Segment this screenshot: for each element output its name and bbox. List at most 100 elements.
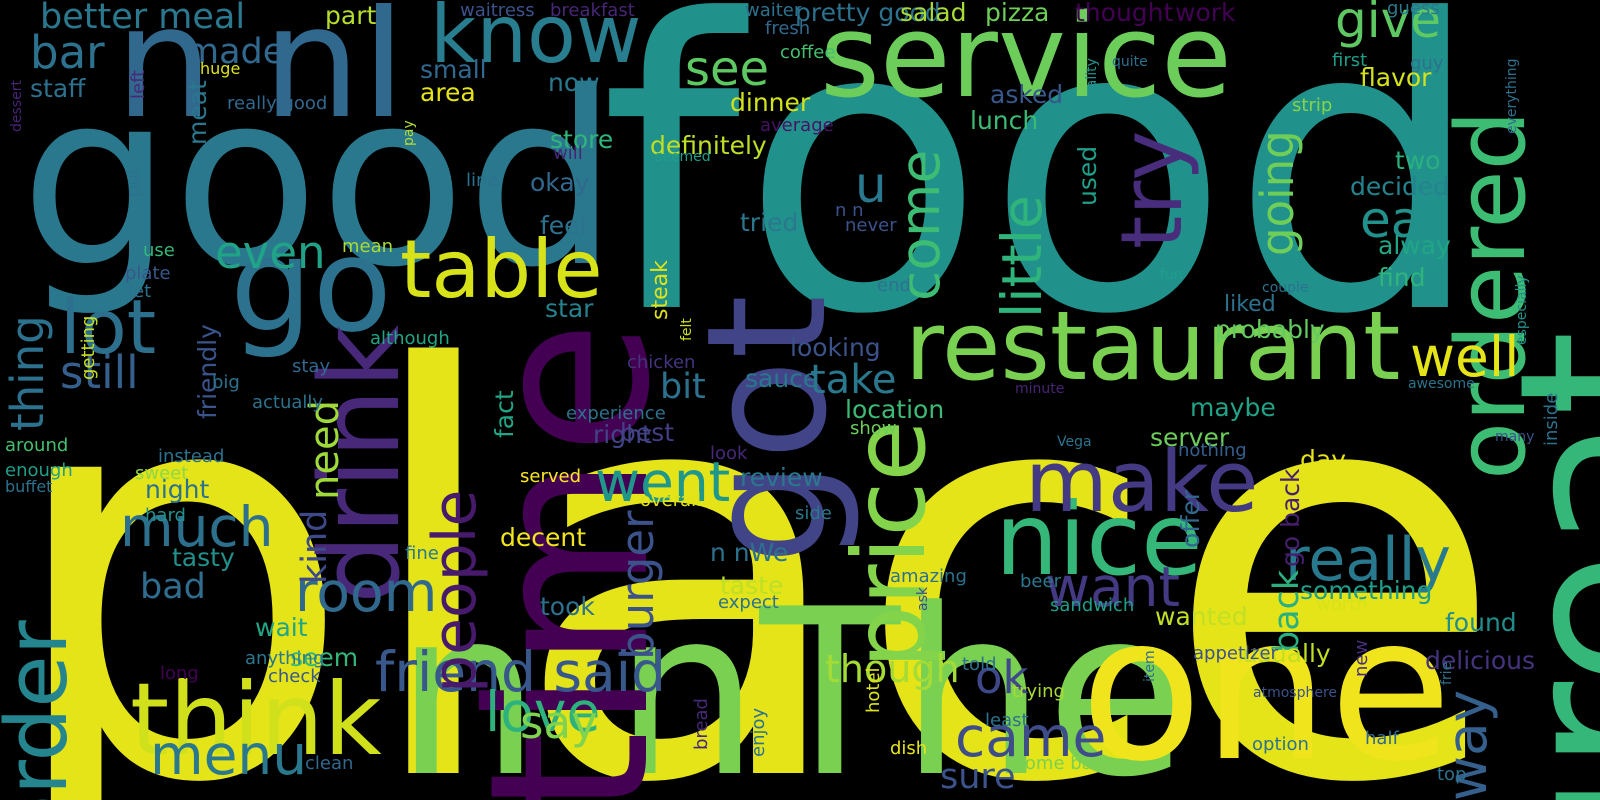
- word-28: came: [955, 705, 1107, 769]
- word-24: went: [595, 450, 731, 514]
- word-93: pretty good: [795, 0, 941, 27]
- word-197: liked: [1224, 292, 1276, 317]
- word-51: need: [302, 400, 348, 500]
- word-187: guess: [1387, 0, 1440, 19]
- word-126: dessert: [9, 80, 25, 132]
- word-156: sweet: [135, 463, 189, 484]
- word-70: flavor: [1360, 63, 1432, 92]
- word-64: definitely: [650, 131, 767, 160]
- word-174: beer: [1020, 571, 1061, 592]
- word-48: say: [520, 696, 598, 749]
- word-4: service: [820, 0, 1232, 124]
- word-34: people: [420, 489, 490, 693]
- word-95: pizza: [985, 0, 1050, 27]
- word-83: decent: [500, 523, 587, 552]
- word-88: star: [545, 294, 594, 323]
- word-116: served: [520, 466, 582, 487]
- word-33: menu: [150, 723, 308, 787]
- word-78: wait: [255, 613, 308, 642]
- word-121: fresh: [765, 18, 811, 39]
- word-47: bar: [30, 26, 105, 79]
- word-5: n nThe: [395, 561, 1188, 800]
- word-27: want: [1045, 555, 1181, 619]
- word-165: amazing: [890, 566, 967, 587]
- word-55: made: [185, 32, 285, 72]
- word-94: salad: [900, 0, 967, 27]
- word-115: fact: [490, 390, 519, 438]
- word-169: dish: [890, 738, 928, 759]
- word-134: put: [123, 167, 144, 197]
- word-195: many: [1495, 429, 1535, 445]
- word-117: overall: [640, 490, 702, 511]
- word-176: appetizer: [1193, 643, 1278, 664]
- word-80: taste: [720, 571, 784, 600]
- word-37: ok: [975, 651, 1029, 704]
- word-57: bad: [140, 567, 206, 607]
- word-124: huge: [200, 59, 241, 78]
- word-18: think: [130, 661, 382, 778]
- word-129: quality: [1084, 58, 1100, 106]
- word-109: worth: [1316, 594, 1368, 615]
- word-155: instead: [158, 446, 225, 467]
- word-128: breakfast: [550, 0, 635, 21]
- word-22: make: [1025, 433, 1259, 532]
- word-35: little: [990, 195, 1054, 318]
- word-144: steak: [648, 260, 673, 320]
- word-31: room: [295, 560, 438, 624]
- word-100: area: [420, 78, 476, 107]
- word-138: let: [128, 281, 152, 302]
- word-44: going: [1251, 130, 1304, 256]
- word-65: dinner: [730, 88, 811, 117]
- word-120: waiter: [745, 0, 802, 21]
- word-10: know: [430, 0, 642, 81]
- word-182: half: [1365, 728, 1399, 749]
- word-79: seem: [290, 643, 359, 672]
- word-139: getting: [78, 315, 99, 380]
- word-2: food: [600, 0, 1485, 402]
- word-164: ask: [915, 587, 931, 611]
- word-84: feel: [540, 211, 587, 240]
- word-196: Vega: [1057, 434, 1092, 450]
- word-154: buffet: [5, 477, 53, 496]
- word-38: even: [215, 226, 326, 279]
- word-167: enjoy: [748, 707, 769, 757]
- word-74: go back: [1276, 468, 1305, 567]
- word-127: waitress: [460, 0, 535, 21]
- word-141: big: [212, 372, 240, 393]
- word-153: enough: [5, 460, 73, 481]
- word-43: u: [855, 156, 887, 214]
- word-61: delicious: [1425, 646, 1535, 675]
- word-171: least: [985, 710, 1029, 731]
- word-62: location: [845, 395, 945, 424]
- word-63: probably: [1215, 315, 1325, 344]
- word-170: come back: [1015, 753, 1114, 774]
- word-190: couple: [1262, 280, 1309, 296]
- word-166: hotel: [863, 667, 884, 713]
- word-85: tried: [740, 208, 799, 237]
- word-20: price: [831, 420, 948, 669]
- word-66: decided: [1350, 172, 1450, 201]
- word-49: take: [810, 357, 897, 403]
- word-158: fine: [405, 543, 439, 564]
- word-58: sure: [940, 757, 1016, 797]
- word-82: n nWe: [710, 538, 789, 567]
- word-194: awesome: [1408, 376, 1475, 392]
- word-119: part: [325, 1, 377, 30]
- word-106: used: [1073, 145, 1102, 206]
- word-193: inside: [1541, 392, 1562, 446]
- word-160: anything: [245, 648, 325, 669]
- word-69: two: [1395, 146, 1441, 175]
- word-178: item: [1142, 650, 1158, 682]
- word-21: order: [0, 620, 87, 800]
- word-6: one: [1080, 573, 1453, 800]
- word-135: use: [143, 240, 175, 261]
- word-132: pay: [401, 120, 417, 146]
- word-168: bread: [691, 698, 712, 750]
- word-15: table: [400, 223, 603, 316]
- word-26: really: [1285, 525, 1451, 595]
- word-175: sandwich: [1050, 595, 1135, 616]
- word-102: store: [550, 125, 614, 154]
- word-17: try: [1103, 130, 1202, 249]
- word-189: fun: [1160, 267, 1183, 283]
